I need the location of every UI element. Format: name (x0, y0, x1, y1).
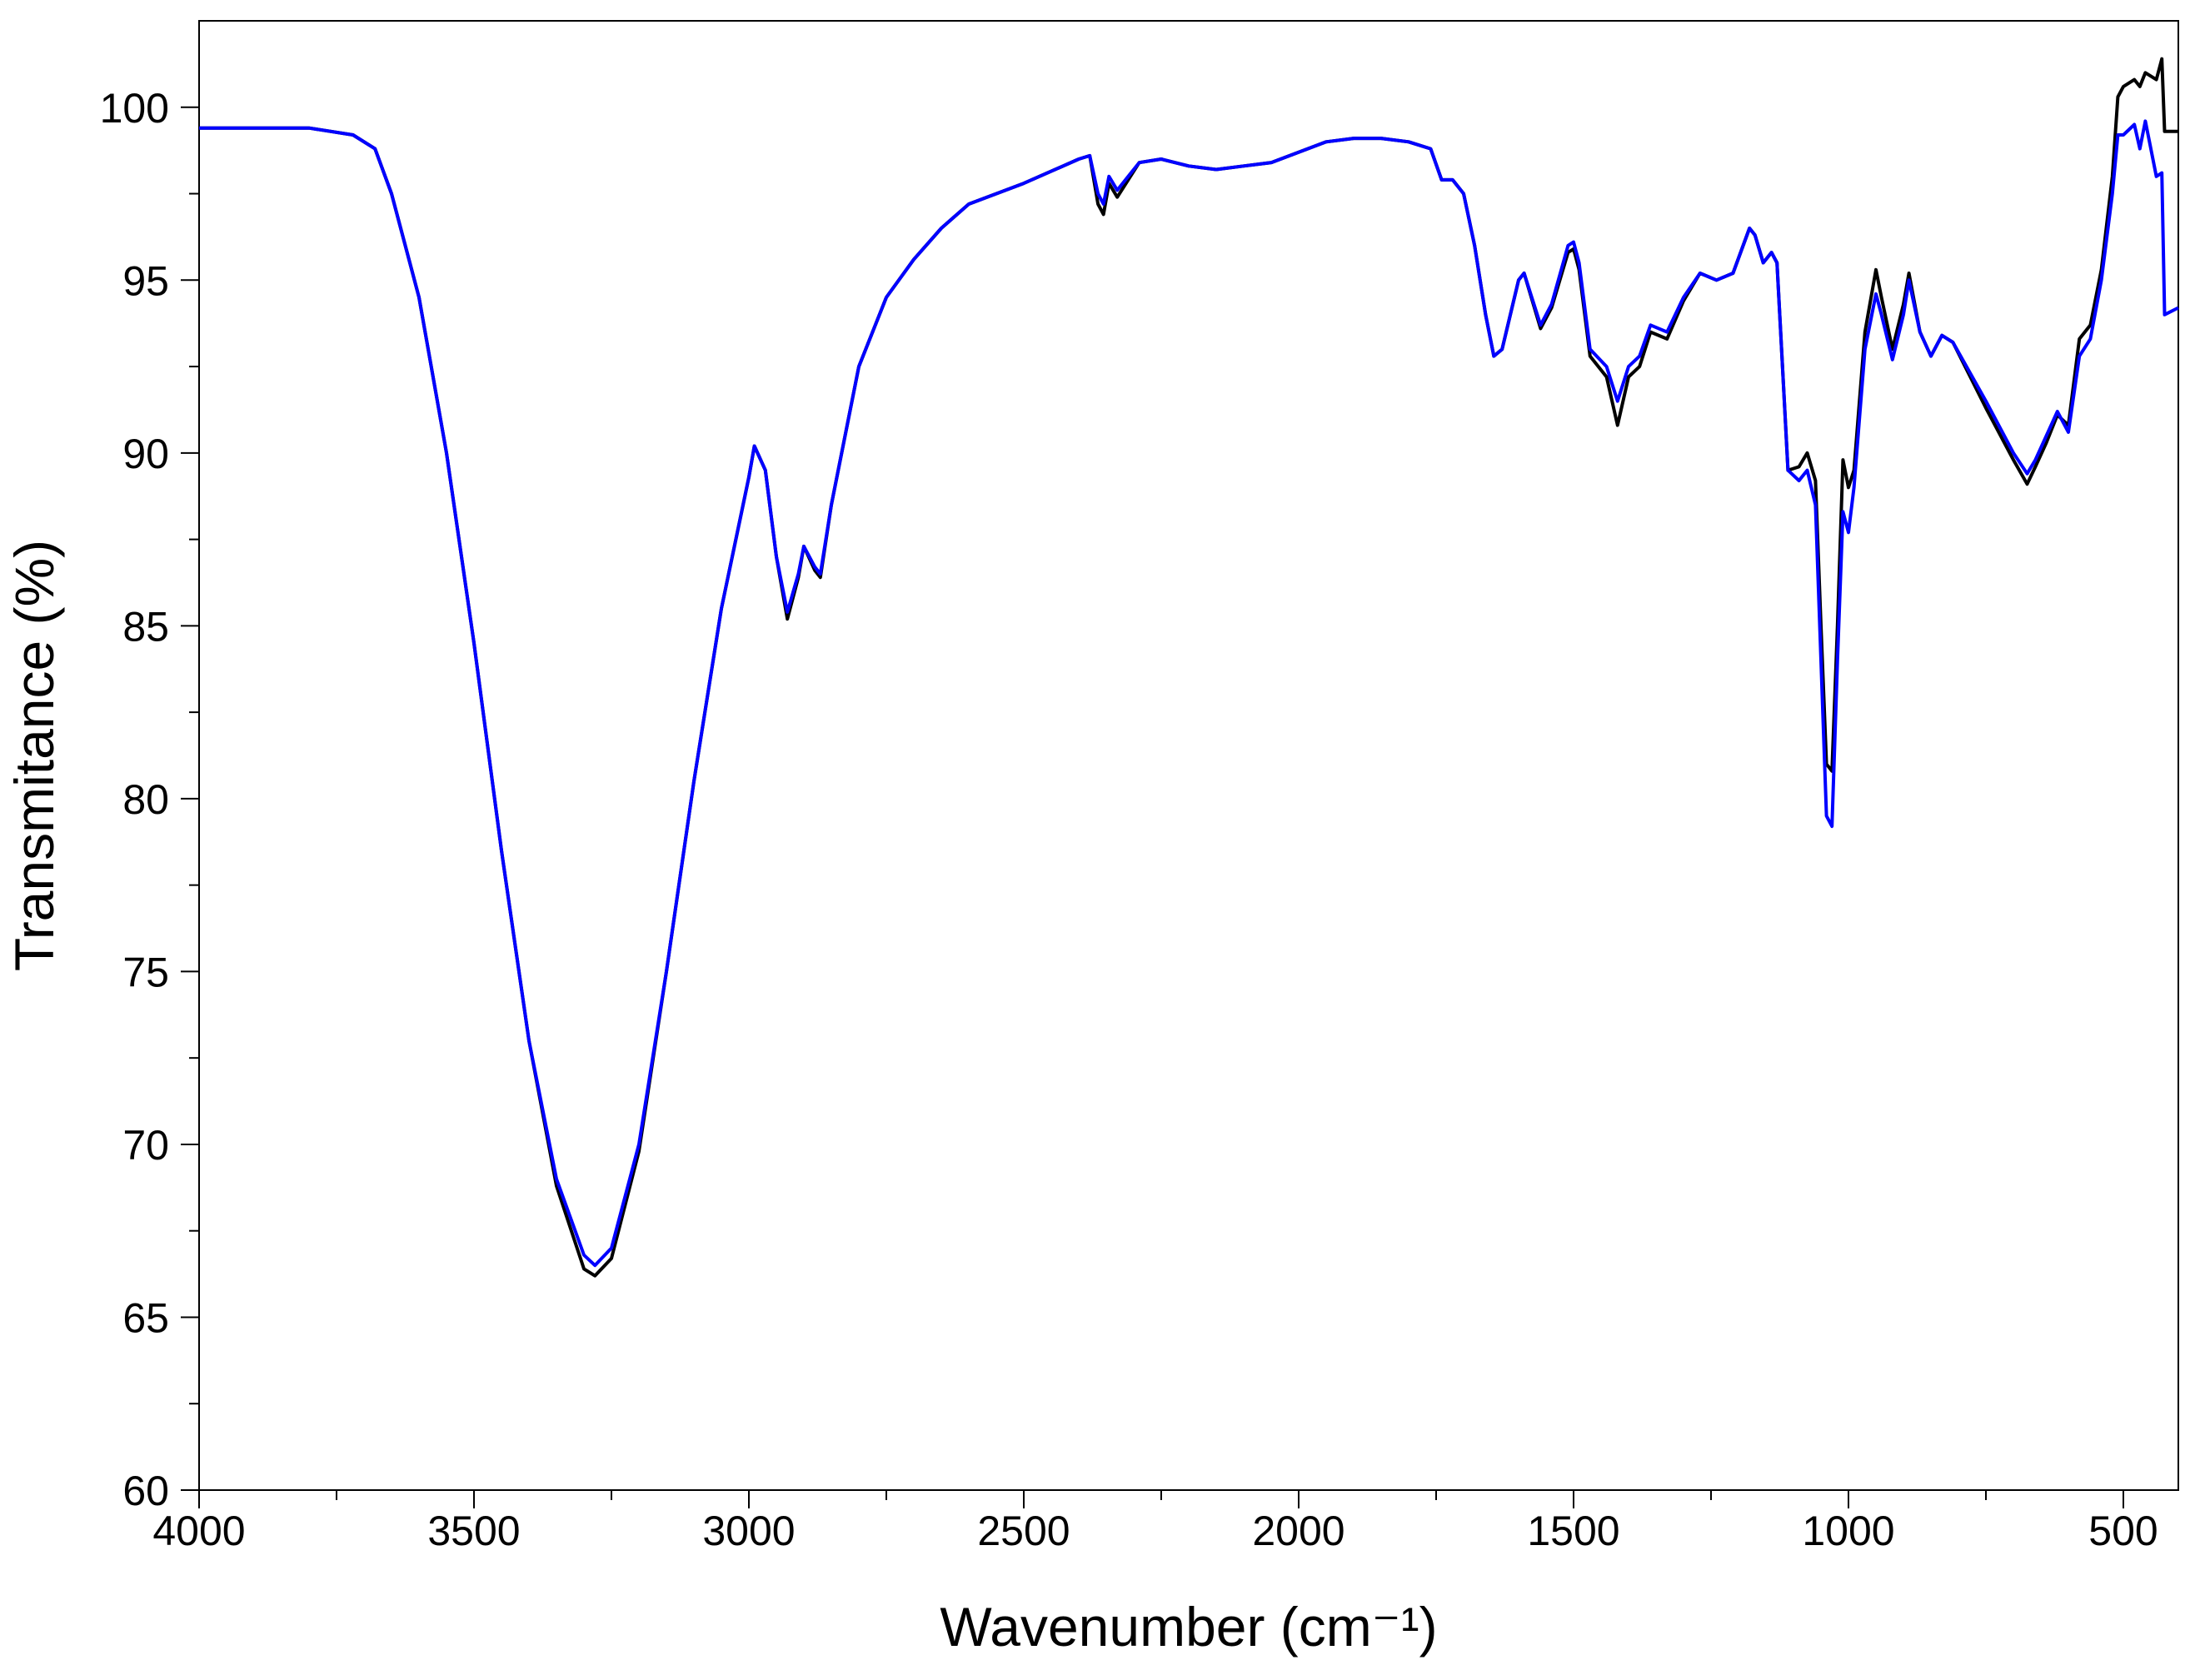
x-tick-label: 1500 (1527, 1508, 1619, 1554)
y-tick-label: 100 (100, 85, 169, 132)
x-axis-title: Wavenumber (cm⁻¹) (940, 1596, 1437, 1658)
x-tick-label: 2000 (1252, 1508, 1344, 1554)
y-tick-label: 85 (122, 603, 169, 650)
y-tick-label: 75 (122, 949, 169, 995)
x-tick-label: 3000 (702, 1508, 795, 1554)
y-tick-label: 95 (122, 257, 169, 304)
spectrum-line (199, 57, 2178, 1278)
y-tick-label: 70 (122, 1122, 169, 1169)
y-tick-label: 60 (122, 1468, 169, 1514)
x-tick-label: 4000 (152, 1508, 245, 1554)
x-tick-label: 500 (2088, 1508, 2158, 1554)
spectrum-line (199, 119, 2179, 1268)
y-tick-label: 90 (122, 431, 169, 477)
y-tick-label: 80 (122, 776, 169, 823)
plot-frame (198, 20, 2179, 1491)
y-tick-label: 65 (122, 1294, 169, 1341)
x-tick-label: 2500 (977, 1508, 1070, 1554)
x-tick-label: 3500 (427, 1508, 520, 1554)
x-tick-label: 1000 (1802, 1508, 1894, 1554)
y-axis-title: Transmitance (%) (3, 540, 65, 971)
